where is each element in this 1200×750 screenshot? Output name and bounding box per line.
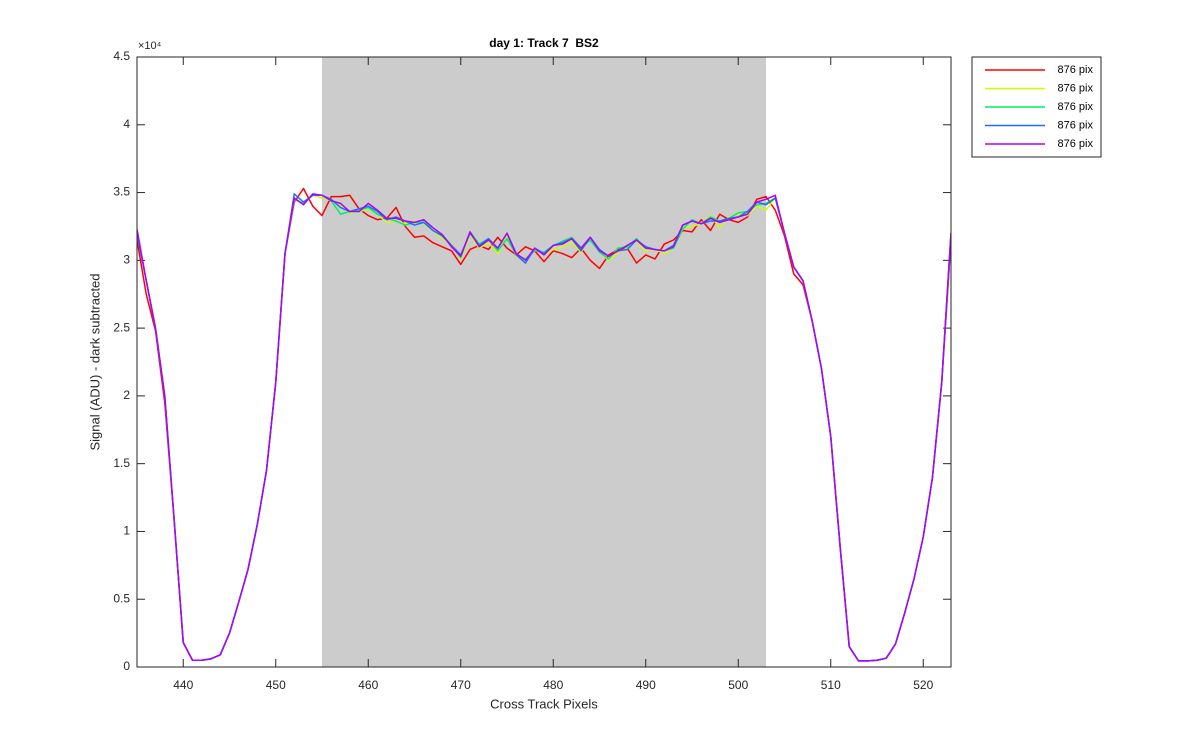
- x-tick-label: 480: [543, 678, 563, 692]
- y-tick-label: 1.5: [113, 456, 130, 470]
- legend-label: 876 pix: [1058, 101, 1094, 113]
- y-tick-label: 0: [123, 659, 130, 673]
- x-tick-label: 500: [728, 678, 748, 692]
- x-axis-label: Cross Track Pixels: [490, 696, 598, 711]
- shaded-region: [322, 57, 766, 667]
- y-tick-label: 4: [123, 117, 130, 131]
- y-tick-label: 2.5: [113, 320, 130, 334]
- chart-title: day 1: Track 7 BS2: [489, 36, 599, 50]
- y-tick-label: 3: [123, 253, 130, 267]
- x-tick-label: 470: [451, 678, 471, 692]
- x-tick-label: 520: [913, 678, 933, 692]
- x-tick-label: 460: [358, 678, 378, 692]
- series-line: [137, 193, 951, 662]
- y-axis-label: Signal (ADU) - dark subtracted: [87, 273, 102, 450]
- y-tick-label: 1: [123, 524, 130, 538]
- legend-label: 876 pix: [1058, 64, 1094, 76]
- x-tick-label: 490: [636, 678, 656, 692]
- x-tick-label: 450: [266, 678, 286, 692]
- y-exponent: ×10⁴: [138, 40, 162, 52]
- y-tick-label: 4.5: [113, 49, 130, 63]
- x-tick-label: 440: [173, 678, 193, 692]
- legend-label: 876 pix: [1058, 82, 1094, 94]
- axes-box: [136, 56, 952, 668]
- y-tick-label: 0.5: [113, 591, 130, 605]
- legend-label: 876 pix: [1058, 138, 1094, 150]
- x-tick-label: 510: [821, 678, 841, 692]
- legend-label: 876 pix: [1058, 119, 1094, 131]
- y-tick-label: 2: [123, 388, 130, 402]
- y-tick-label: 3.5: [113, 185, 130, 199]
